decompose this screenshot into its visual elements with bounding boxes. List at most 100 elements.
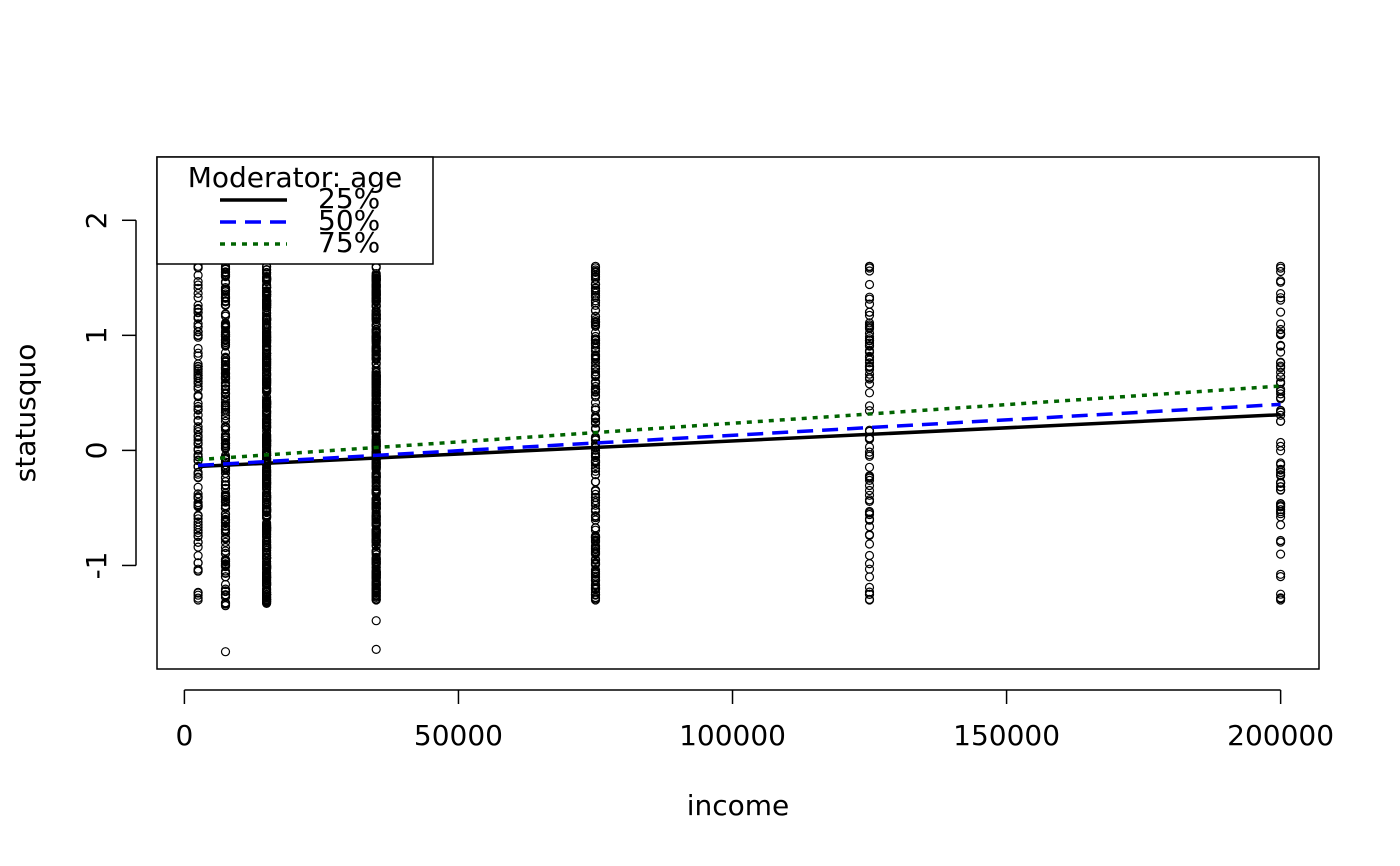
data-point (193, 343, 203, 354)
data-point (220, 517, 231, 528)
data-point (864, 307, 875, 317)
data-point (1275, 266, 1286, 277)
data-point (262, 451, 272, 461)
x-tick-label: 0 (175, 719, 193, 752)
data-point (590, 274, 601, 284)
data-point (1275, 502, 1286, 512)
data-point (220, 579, 231, 590)
data-point (371, 294, 381, 304)
data-point (1275, 505, 1286, 515)
data-point (193, 280, 203, 290)
data-point (220, 328, 231, 338)
data-point (590, 564, 601, 575)
data-point (220, 331, 231, 341)
data-point (262, 280, 272, 290)
data-point (864, 279, 875, 290)
data-point (371, 428, 381, 438)
data-point (1275, 277, 1286, 287)
data-point (220, 373, 231, 383)
data-point (262, 518, 272, 528)
data-point (220, 402, 231, 412)
data-point (220, 318, 231, 328)
data-point (193, 482, 203, 492)
data-point (864, 550, 875, 561)
data-point (590, 320, 601, 330)
data-point (590, 280, 601, 290)
data-point (590, 466, 601, 476)
data-point (262, 369, 272, 380)
data-point (193, 550, 203, 561)
y-tick-label: 0 (80, 441, 113, 459)
data-point (590, 261, 601, 271)
data-point (220, 378, 231, 388)
data-point (590, 498, 601, 508)
legend-title: Moderator: age (188, 161, 403, 194)
data-point (371, 566, 381, 576)
data-point (262, 478, 272, 488)
data-point (1275, 363, 1286, 373)
data-point (371, 462, 381, 472)
data-point (193, 283, 203, 293)
data-point (371, 346, 381, 356)
data-point (193, 435, 203, 445)
data-point (262, 557, 272, 567)
data-point (1275, 357, 1286, 367)
data-point (220, 521, 231, 531)
data-point (262, 418, 272, 428)
data-point (262, 400, 272, 410)
data-point (1275, 437, 1286, 448)
data-point (262, 499, 272, 509)
data-point (590, 381, 601, 392)
data-point (371, 552, 381, 563)
fit-line-25pct (198, 412, 1281, 469)
data-point (220, 524, 231, 534)
data-point (1275, 289, 1286, 299)
data-point (262, 276, 272, 287)
data-point (590, 403, 601, 413)
data-point (864, 401, 875, 411)
y-tick-label: -1 (80, 551, 113, 579)
data-point (262, 590, 272, 600)
data-point (590, 350, 601, 361)
data-point (193, 392, 203, 402)
data-point (864, 324, 875, 334)
data-point (1275, 589, 1286, 599)
data-point (371, 568, 381, 578)
x-axis-label: income (687, 789, 790, 822)
data-point (220, 492, 231, 502)
data-point (864, 450, 875, 460)
data-point (220, 480, 231, 490)
data-point (590, 298, 601, 308)
data-point (220, 341, 231, 351)
data-point (193, 348, 203, 358)
data-point (371, 531, 381, 541)
data-point (371, 443, 381, 454)
data-point (220, 439, 231, 449)
data-point (1275, 467, 1286, 478)
data-point (590, 504, 601, 514)
data-point (590, 469, 601, 480)
data-point (590, 363, 601, 373)
data-point (1275, 261, 1286, 271)
data-point (371, 510, 381, 521)
data-point (590, 390, 601, 400)
data-point (1275, 347, 1286, 357)
y-tick-label: 1 (80, 326, 113, 344)
data-point (193, 525, 203, 535)
data-point (864, 462, 875, 472)
data-point (262, 598, 272, 609)
data-point (220, 477, 231, 487)
data-point (864, 475, 875, 485)
data-point (262, 353, 272, 363)
data-point (220, 601, 231, 611)
data-point (1275, 509, 1286, 519)
data-point (220, 293, 231, 303)
data-point (864, 358, 875, 368)
data-point (193, 381, 203, 392)
x-axis: 0 50000 100000 150000 200000 (175, 689, 1334, 752)
data-point (864, 506, 875, 517)
data-point (590, 477, 601, 487)
data-point (262, 439, 272, 449)
data-point (371, 507, 381, 517)
